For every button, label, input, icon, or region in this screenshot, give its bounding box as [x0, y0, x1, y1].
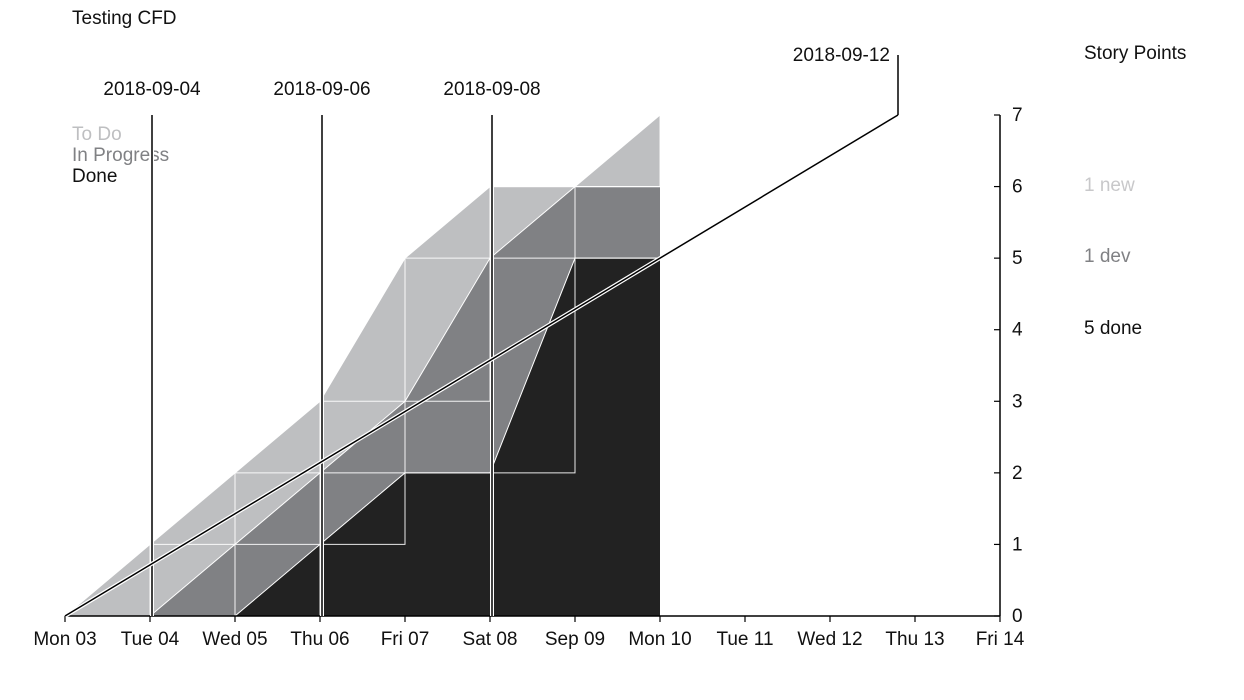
y-tick-label: 5: [1012, 248, 1023, 269]
x-tick-label: Thu 06: [290, 629, 349, 650]
legend: To Do In Progress Done: [72, 124, 169, 187]
x-tick-label: Mon 10: [628, 629, 691, 650]
y-tick-label: 0: [1012, 606, 1023, 627]
marker-label: 2018-09-04: [103, 79, 201, 100]
x-tick-label: Mon 03: [33, 629, 96, 650]
x-tick-label: Fri 07: [381, 629, 430, 650]
projection-line: [64, 114, 899, 617]
legend-item-todo: To Do: [72, 124, 122, 145]
summary-new: 1 new: [1084, 174, 1135, 196]
x-tick-label: Sat 08: [463, 629, 518, 650]
story-points-title: Story Points: [1084, 43, 1187, 64]
y-tick-label: 2: [1012, 463, 1023, 484]
chart-title: Testing CFD: [72, 8, 177, 29]
x-tick-label: Wed 12: [797, 629, 862, 650]
y-tick-label: 1: [1012, 534, 1023, 555]
x-tick-label: Tue 04: [121, 629, 180, 650]
y-tick-label: 6: [1012, 177, 1023, 198]
legend-item-done: Done: [72, 166, 118, 187]
x-tick-label: Fri 14: [976, 629, 1025, 650]
area-done: [65, 258, 660, 616]
projection-label: 2018-09-12: [793, 45, 890, 66]
summary-dev: 1 dev: [1084, 246, 1131, 268]
marker-label: 2018-09-08: [443, 79, 540, 100]
y-tick-label: 4: [1012, 320, 1023, 341]
x-tick-label: Wed 05: [202, 629, 267, 650]
marker-label: 2018-09-06: [273, 79, 370, 100]
series-step-todo: [65, 115, 661, 617]
x-tick-label: Sep 09: [545, 629, 605, 650]
x-tick-label: Thu 13: [885, 629, 944, 650]
x-tick-label: Tue 11: [716, 629, 773, 650]
y-tick-label: 7: [1012, 105, 1023, 126]
legend-item-in-progress: In Progress: [72, 145, 170, 166]
y-tick-label: 3: [1012, 391, 1023, 412]
summary-done: 5 done: [1084, 317, 1143, 339]
